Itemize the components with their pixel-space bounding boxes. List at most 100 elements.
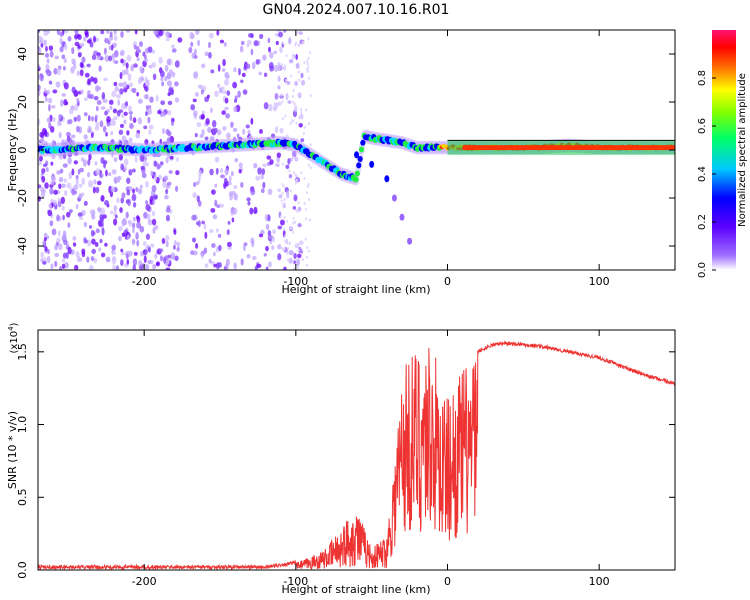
noise-speckle <box>133 251 138 256</box>
noise-speckle <box>95 168 101 176</box>
noise-speckle <box>140 165 145 171</box>
noise-speckle <box>196 122 202 128</box>
noise-speckle <box>54 244 58 251</box>
noise-speckle <box>282 41 285 45</box>
noise-speckle <box>193 110 198 118</box>
noise-speckle <box>285 164 290 170</box>
noise-speckle <box>269 159 274 165</box>
noise-speckle <box>48 80 53 85</box>
noise-speckle <box>306 256 309 260</box>
noise-speckle <box>297 92 302 99</box>
noise-speckle <box>288 169 291 173</box>
noise-speckle <box>247 201 251 206</box>
noise-speckle <box>93 179 97 185</box>
noise-speckle <box>283 216 286 220</box>
noise-speckle <box>129 123 134 129</box>
noise-speckle <box>278 194 283 199</box>
noise-speckle <box>165 156 169 164</box>
noise-speckle <box>38 118 41 126</box>
noise-speckle <box>42 260 47 265</box>
spectrogram-y-axis: -40 -20 0 20 40 <box>16 47 675 255</box>
noise-speckle <box>48 203 52 209</box>
noise-speckle <box>128 220 133 227</box>
noise-speckle <box>216 129 222 136</box>
noise-speckle <box>64 43 68 51</box>
noise-speckle <box>44 182 49 189</box>
noise-speckle <box>96 55 101 60</box>
noise-speckle <box>289 189 292 193</box>
noise-speckle <box>89 225 93 229</box>
noise-speckle <box>204 51 209 57</box>
noise-speckle <box>61 205 65 211</box>
noise-speckle <box>95 121 100 128</box>
noise-speckle <box>203 247 208 254</box>
noise-speckle <box>201 110 205 115</box>
noise-speckle <box>145 263 149 270</box>
noise-speckle <box>226 132 231 139</box>
noise-speckle <box>39 155 43 162</box>
noise-speckle <box>38 89 41 96</box>
noise-speckle <box>291 150 297 158</box>
noise-speckle <box>137 117 143 125</box>
noise-speckle <box>283 64 286 68</box>
noise-speckle <box>294 220 297 224</box>
noise-speckle <box>92 35 96 43</box>
noise-speckle <box>218 244 222 252</box>
noise-speckle <box>144 85 149 93</box>
noise-speckle <box>286 219 289 223</box>
noise-speckle <box>175 185 179 192</box>
noise-speckle <box>104 242 108 247</box>
noise-speckle <box>63 189 68 197</box>
noise-speckle <box>297 248 300 252</box>
noise-speckle <box>95 228 100 234</box>
noise-speckle <box>297 70 300 74</box>
noise-speckle <box>219 203 224 208</box>
noise-speckle <box>86 256 90 263</box>
noise-speckle <box>303 61 306 65</box>
noise-speckle <box>71 168 75 176</box>
noise-speckle <box>76 97 80 103</box>
noise-speckle <box>59 265 62 270</box>
noise-speckle <box>56 67 61 76</box>
noise-speckle <box>276 63 281 72</box>
noise-speckle <box>59 32 64 37</box>
noise-speckle <box>299 241 302 245</box>
noise-speckle <box>301 79 306 86</box>
noise-speckle <box>277 188 281 193</box>
noise-speckle <box>174 240 177 246</box>
noise-speckle <box>307 249 310 253</box>
snr-y-multiplier-close: ) <box>9 322 20 326</box>
noise-speckle <box>98 247 102 252</box>
noise-speckle <box>204 263 209 268</box>
noise-speckle <box>46 117 51 123</box>
noise-speckle <box>38 184 42 189</box>
noise-speckle <box>227 221 231 225</box>
noise-speckle <box>197 39 201 47</box>
y-tick-label: 0.5 <box>16 489 29 507</box>
noise-speckle <box>265 266 269 270</box>
x-tick-label: 0 <box>444 275 451 288</box>
noise-speckle <box>267 188 273 196</box>
noise-speckle <box>121 113 125 119</box>
noise-speckle <box>67 35 72 42</box>
noise-speckle <box>171 71 176 78</box>
noise-speckle <box>53 189 58 195</box>
noise-speckle <box>251 240 255 248</box>
noise-speckle <box>166 205 171 210</box>
noise-speckle <box>190 104 196 111</box>
noise-speckle <box>62 214 65 221</box>
noise-speckle <box>293 260 297 265</box>
noise-speckle <box>43 163 47 168</box>
noise-speckle <box>226 90 231 96</box>
spectrogram-y-label: Frequency (Hz) <box>6 109 19 192</box>
noise-speckle <box>176 241 181 247</box>
trace-core <box>353 176 359 183</box>
noise-speckle <box>192 181 197 187</box>
noise-speckle <box>78 193 83 200</box>
noise-speckle <box>250 187 256 196</box>
noise-speckle <box>252 61 256 70</box>
noise-speckle <box>298 122 303 128</box>
noise-speckle <box>286 258 289 262</box>
noise-speckle <box>297 201 300 205</box>
noise-speckle <box>51 104 56 109</box>
